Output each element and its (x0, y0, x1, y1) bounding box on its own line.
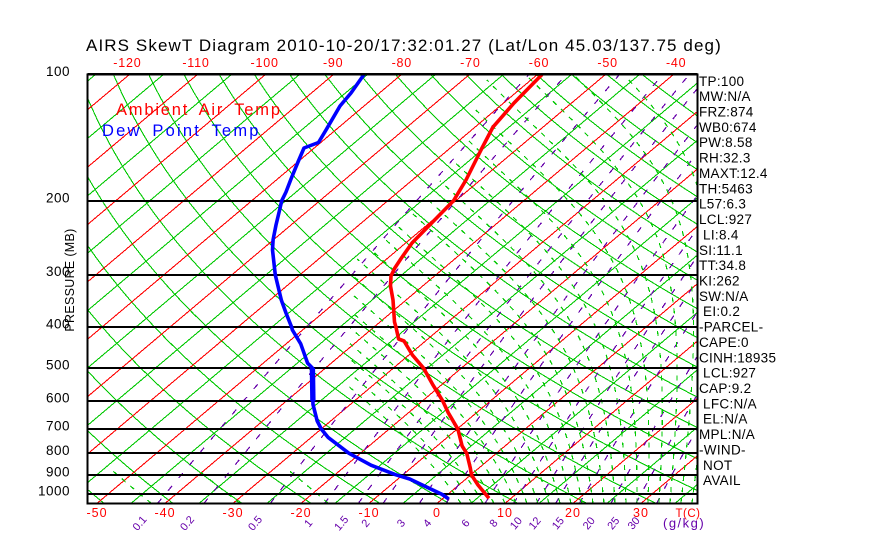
svg-text:-40: -40 (154, 506, 175, 520)
svg-text:EI:0.2: EI:0.2 (699, 304, 740, 319)
svg-text:-70: -70 (460, 56, 480, 70)
svg-text:-100: -100 (250, 56, 278, 70)
svg-text:PRESSURE (MB): PRESSURE (MB) (63, 228, 77, 331)
svg-text:-120: -120 (113, 56, 141, 70)
svg-text:LI:8.4: LI:8.4 (699, 227, 739, 242)
svg-text:AVAIL: AVAIL (699, 473, 741, 488)
svg-text:KI:262: KI:262 (699, 274, 740, 289)
svg-text:30: 30 (633, 506, 649, 520)
svg-text:Ambient Air Temp: Ambient Air Temp (116, 101, 282, 119)
svg-text:TP:100: TP:100 (699, 74, 744, 89)
svg-text:600: 600 (46, 391, 70, 406)
svg-text:-40: -40 (666, 56, 686, 70)
svg-text:TH:5463: TH:5463 (699, 181, 753, 196)
svg-text:10: 10 (497, 506, 513, 520)
svg-text:CAPE:0: CAPE:0 (699, 335, 749, 350)
svg-text:20: 20 (565, 506, 581, 520)
svg-text:CAP:9.2: CAP:9.2 (699, 381, 751, 396)
svg-text:500: 500 (46, 357, 70, 372)
svg-text:MW:N/A: MW:N/A (699, 89, 751, 104)
svg-text:WB0:674: WB0:674 (699, 120, 757, 135)
svg-text:RH:32.3: RH:32.3 (699, 151, 751, 166)
svg-text:-30: -30 (222, 506, 243, 520)
svg-text:700: 700 (46, 419, 70, 434)
svg-text:1000: 1000 (38, 484, 70, 499)
svg-text:100: 100 (46, 64, 70, 79)
svg-text:SI:11.1: SI:11.1 (699, 243, 743, 258)
svg-text:Dew Point Temp: Dew Point Temp (102, 122, 261, 140)
svg-text:(g/kg): (g/kg) (663, 516, 705, 531)
svg-text:PW:8.58: PW:8.58 (699, 135, 753, 150)
svg-text:-60: -60 (529, 56, 549, 70)
svg-text:TT:34.8: TT:34.8 (699, 258, 746, 273)
svg-text:CINH:18935: CINH:18935 (699, 350, 776, 365)
svg-text:-10: -10 (358, 506, 379, 520)
svg-text:MAXT:12.4: MAXT:12.4 (699, 166, 768, 181)
svg-text:LCL:927: LCL:927 (699, 366, 756, 381)
svg-text:LCL:927: LCL:927 (699, 212, 752, 227)
svg-text:-90: -90 (323, 56, 343, 70)
svg-text:NOT: NOT (699, 458, 732, 473)
svg-text:-80: -80 (392, 56, 412, 70)
svg-text:300: 300 (46, 264, 70, 279)
svg-text:T(C): T(C) (676, 508, 701, 520)
svg-text:-WIND-: -WIND- (699, 442, 746, 457)
svg-text:-20: -20 (290, 506, 311, 520)
svg-text:L57:6.3: L57:6.3 (699, 197, 746, 212)
svg-text:0: 0 (433, 506, 441, 520)
svg-text:AIRS SkewT Diagram 2010-10-20/: AIRS SkewT Diagram 2010-10-20/17:32:01.2… (86, 36, 722, 55)
svg-text:LFC:N/A: LFC:N/A (699, 396, 757, 411)
svg-text:SW:N/A: SW:N/A (699, 289, 749, 304)
svg-text:-PARCEL-: -PARCEL- (699, 320, 763, 335)
svg-text:900: 900 (46, 465, 70, 480)
svg-text:200: 200 (46, 190, 70, 205)
svg-text:400: 400 (46, 317, 70, 332)
svg-text:FRZ:874: FRZ:874 (699, 105, 754, 120)
svg-text:-110: -110 (182, 56, 209, 70)
svg-text:MPL:N/A: MPL:N/A (699, 427, 755, 442)
svg-text:-50: -50 (86, 506, 107, 520)
svg-text:800: 800 (46, 443, 70, 458)
svg-text:-50: -50 (597, 56, 617, 70)
svg-text:EL:N/A: EL:N/A (699, 412, 748, 427)
